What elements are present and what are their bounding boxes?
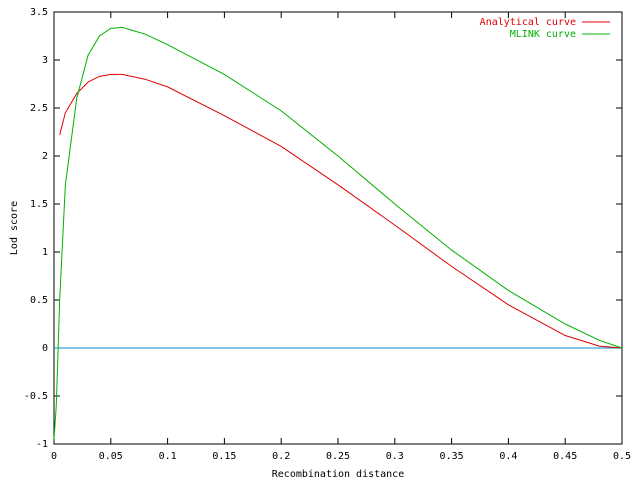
y-tick-label: 0.5 [30, 295, 48, 306]
x-tick-label: 0.25 [326, 451, 350, 462]
x-tick-label: 0 [51, 451, 57, 462]
x-tick-label: 0.5 [613, 451, 631, 462]
x-tick-label: 0.1 [159, 451, 177, 462]
y-tick-label: 1.5 [30, 199, 48, 210]
x-tick-label: 0.4 [499, 451, 517, 462]
x-tick-label: 0.3 [386, 451, 404, 462]
y-tick-label: 3 [42, 55, 48, 66]
y-tick-label: -1 [36, 439, 48, 450]
y-tick-label: 2.5 [30, 103, 48, 114]
y-tick-label: 3.5 [30, 7, 48, 18]
x-axis-label: Recombination distance [272, 469, 404, 480]
x-tick-label: 0.05 [99, 451, 123, 462]
y-axis-label: Lod score [9, 201, 20, 255]
y-tick-label: 1 [42, 247, 48, 258]
series-line [59, 73, 623, 349]
x-tick-label: 0.35 [440, 451, 464, 462]
x-tick-label: 0.15 [212, 451, 236, 462]
legend-label: Analytical curve [480, 17, 576, 28]
series-line [53, 26, 623, 440]
plot-frame [53, 11, 623, 445]
y-tick-label: 2 [42, 151, 48, 162]
y-tick-label: 0 [42, 343, 48, 354]
legend-label: MLINK curve [510, 29, 576, 40]
x-tick-label: 0.2 [272, 451, 290, 462]
x-tick-label: 0.45 [553, 451, 577, 462]
y-tick-label: -0.5 [24, 391, 48, 402]
